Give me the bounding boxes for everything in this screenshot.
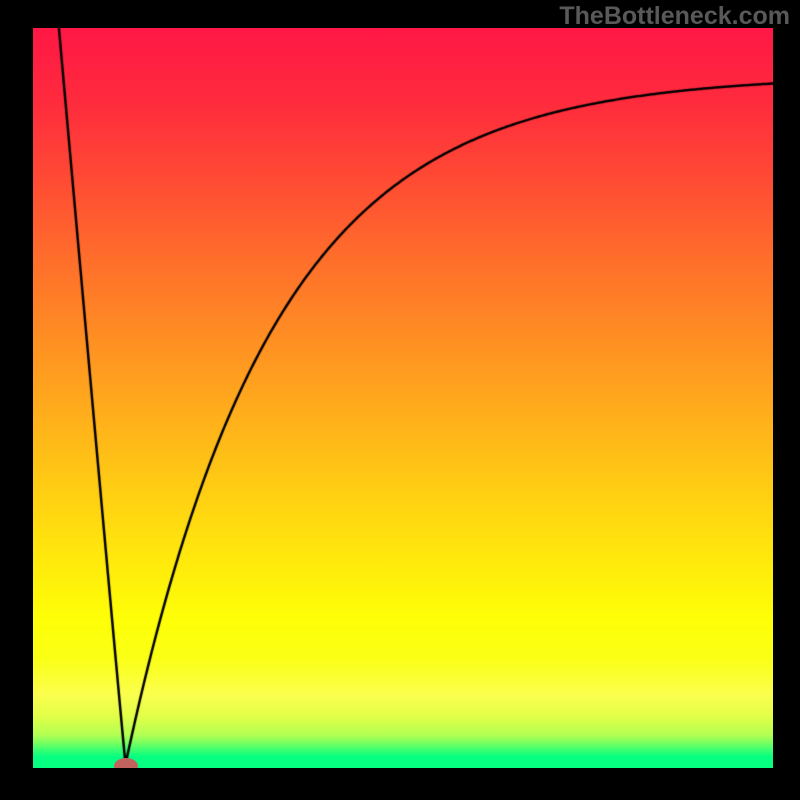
chart-container: TheBottleneck.com — [0, 0, 800, 800]
plot-area — [33, 28, 773, 768]
watermark-text: TheBottleneck.com — [559, 2, 790, 31]
bottleneck-marker — [114, 758, 138, 768]
bottleneck-curve — [33, 28, 773, 768]
